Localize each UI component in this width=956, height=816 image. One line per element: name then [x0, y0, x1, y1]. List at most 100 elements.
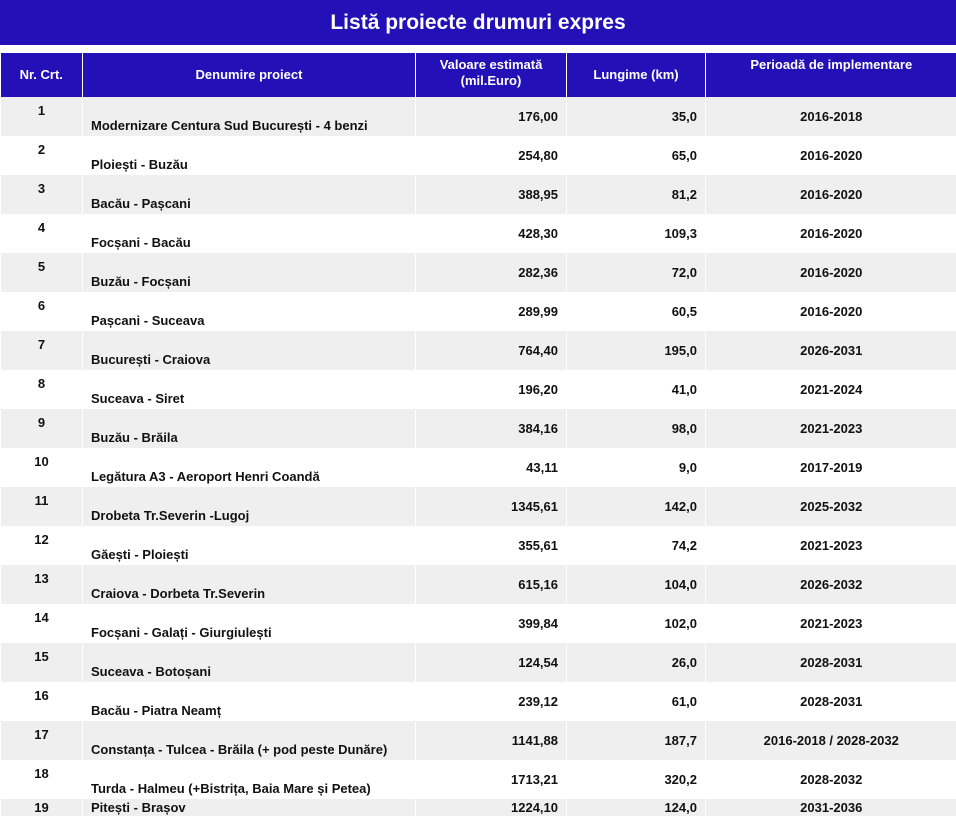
cell-length: 98,0 [567, 409, 706, 448]
cell-nr: 16 [1, 682, 83, 721]
cell-period: 2026-2031 [706, 331, 956, 370]
cell-nr: 6 [1, 292, 83, 331]
header-value-line2: (mil.Euro) [461, 73, 522, 88]
cell-length: 60,5 [567, 292, 706, 331]
cell-period: 2021-2023 [706, 526, 956, 565]
cell-period: 2021-2024 [706, 370, 956, 409]
cell-name: Turda - Halmeu (+Bistrița, Baia Mare și … [83, 760, 416, 799]
cell-nr: 9 [1, 409, 83, 448]
table-header-row: Nr. Crt. Denumire proiect Valoare estima… [1, 53, 956, 97]
cell-nr: 3 [1, 175, 83, 214]
cell-length: 35,0 [567, 97, 706, 136]
cell-value: 289,99 [416, 292, 567, 331]
cell-length: 195,0 [567, 331, 706, 370]
cell-value: 1141,88 [416, 721, 567, 760]
cell-nr: 19 [1, 799, 83, 816]
cell-name: Bacău - Pașcani [83, 175, 416, 214]
cell-period: 2026-2032 [706, 565, 956, 604]
cell-period: 2016-2018 / 2028-2032 [706, 721, 956, 760]
cell-name: Legătura A3 - Aeroport Henri Coandă [83, 448, 416, 487]
cell-name: București - Craiova [83, 331, 416, 370]
cell-value: 196,20 [416, 370, 567, 409]
header-period: Perioadă de implementare [706, 53, 956, 97]
cell-value: 388,95 [416, 175, 567, 214]
cell-value: 239,12 [416, 682, 567, 721]
cell-name: Bacău - Piatra Neamț [83, 682, 416, 721]
cell-nr: 13 [1, 565, 83, 604]
cell-value: 355,61 [416, 526, 567, 565]
cell-value: 428,30 [416, 214, 567, 253]
cell-nr: 7 [1, 331, 83, 370]
cell-name: Ploiești - Buzău [83, 136, 416, 175]
cell-nr: 2 [1, 136, 83, 175]
cell-nr: 10 [1, 448, 83, 487]
page-title: Listă proiecte drumuri expres [0, 0, 956, 45]
cell-length: 102,0 [567, 604, 706, 643]
cell-name: Focșani - Galați - Giurgiulești [83, 604, 416, 643]
cell-value: 1713,21 [416, 760, 567, 799]
cell-name: Constanța - Tulcea - Brăila (+ pod peste… [83, 721, 416, 760]
cell-name: Buzău - Focșani [83, 253, 416, 292]
cell-nr: 18 [1, 760, 83, 799]
cell-name: Focșani - Bacău [83, 214, 416, 253]
header-nr: Nr. Crt. [1, 53, 83, 97]
cell-value: 254,80 [416, 136, 567, 175]
cell-period: 2016-2020 [706, 136, 956, 175]
cell-length: 41,0 [567, 370, 706, 409]
cell-length: 9,0 [567, 448, 706, 487]
cell-length: 81,2 [567, 175, 706, 214]
cell-value: 43,11 [416, 448, 567, 487]
header-name: Denumire proiect [83, 53, 416, 97]
cell-value: 384,16 [416, 409, 567, 448]
cell-name: Găești - Ploiești [83, 526, 416, 565]
cell-period: 2025-2032 [706, 487, 956, 526]
cell-name: Modernizare Centura Sud București - 4 be… [83, 97, 416, 136]
cell-name: Pitești - Brașov [83, 799, 416, 816]
cell-value: 764,40 [416, 331, 567, 370]
cell-period: 2028-2031 [706, 682, 956, 721]
cell-name: Drobeta Tr.Severin -Lugoj [83, 487, 416, 526]
cell-length: 74,2 [567, 526, 706, 565]
cell-period: 2016-2020 [706, 292, 956, 331]
cell-name: Craiova - Dorbeta Tr.Severin [83, 565, 416, 604]
cell-nr: 4 [1, 214, 83, 253]
cell-nr: 17 [1, 721, 83, 760]
cell-period: 2021-2023 [706, 604, 956, 643]
cell-length: 109,3 [567, 214, 706, 253]
cell-length: 320,2 [567, 760, 706, 799]
cell-period: 2031-2036 [706, 799, 956, 816]
projects-table: Nr. Crt. Denumire proiect Valoare estima… [0, 53, 956, 816]
cell-name: Suceava - Siret [83, 370, 416, 409]
cell-nr: 11 [1, 487, 83, 526]
header-value-line1: Valoare estimată [440, 57, 543, 72]
cell-value: 1224,10 [416, 799, 567, 816]
cell-value: 615,16 [416, 565, 567, 604]
cell-period: 2016-2020 [706, 214, 956, 253]
cell-length: 187,7 [567, 721, 706, 760]
cell-period: 2016-2020 [706, 253, 956, 292]
cell-period: 2017-2019 [706, 448, 956, 487]
cell-name: Suceava - Botoșani [83, 643, 416, 682]
cell-nr: 8 [1, 370, 83, 409]
cell-nr: 14 [1, 604, 83, 643]
cell-nr: 15 [1, 643, 83, 682]
cell-length: 72,0 [567, 253, 706, 292]
cell-value: 176,00 [416, 97, 567, 136]
cell-length: 65,0 [567, 136, 706, 175]
cell-length: 124,0 [567, 799, 706, 816]
header-length: Lungime (km) [567, 53, 706, 97]
